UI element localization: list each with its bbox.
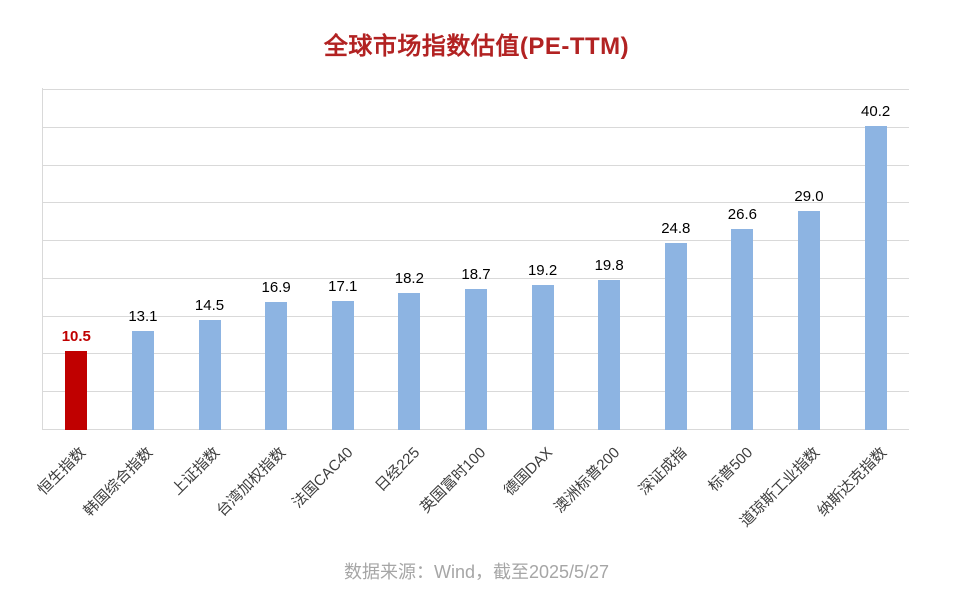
bar-value-label: 40.2 bbox=[861, 103, 891, 121]
x-axis-labels: 恒生指数 韩国综合指数 上证指数 台湾加权指数 法国CAC40 日经225 英国富时100 德… bbox=[35, 432, 909, 554]
x-axis-label: 法国CAC40 bbox=[288, 444, 357, 512]
bar-column: 13.1 bbox=[110, 308, 177, 430]
x-axis-label: 日经225 bbox=[372, 444, 423, 496]
bar bbox=[198, 320, 221, 430]
bar bbox=[464, 288, 487, 430]
bar-column: 26.6 bbox=[709, 206, 776, 430]
gridline bbox=[43, 240, 909, 242]
bar bbox=[864, 126, 887, 430]
bar bbox=[798, 210, 820, 430]
x-axis-label: 台湾加权指数 bbox=[213, 444, 290, 520]
bars-row: 10.5 13.1 14.5 16.9 17.1 18.2 18.7 19.2 19.8 24.8… bbox=[43, 88, 909, 430]
plot-area: 10.5 13.1 14.5 16.9 17.1 18.2 18.7 19.2 19.8 24.8… bbox=[42, 88, 909, 430]
bar bbox=[598, 280, 621, 430]
bar bbox=[664, 242, 687, 430]
bar bbox=[731, 229, 754, 430]
bar-column: 24.8 bbox=[642, 220, 709, 430]
bar-column: 29.0 bbox=[776, 188, 843, 430]
x-axis-label: 德国DAX bbox=[501, 444, 557, 500]
bar bbox=[398, 292, 421, 430]
x-axis-label: 深证成指 bbox=[635, 444, 690, 499]
gridline bbox=[43, 202, 909, 204]
bar-column: 17.1 bbox=[309, 278, 376, 430]
bar bbox=[531, 284, 554, 430]
x-axis-label: 恒生指数 bbox=[35, 444, 90, 499]
gridline bbox=[43, 89, 909, 90]
x-axis-label: 澳洲标普200 bbox=[550, 444, 624, 517]
bar-value-label: 17.1 bbox=[328, 277, 358, 295]
bar-value-label: 19.8 bbox=[594, 257, 624, 275]
x-axis-label: 标普500 bbox=[705, 444, 757, 496]
bar-value-label: 29.0 bbox=[794, 187, 824, 205]
bar bbox=[331, 300, 354, 430]
bar-column: 19.2 bbox=[509, 262, 576, 430]
bar-column: 16.9 bbox=[243, 279, 310, 430]
bar bbox=[131, 331, 154, 430]
bar-column: 18.2 bbox=[376, 269, 443, 430]
bar-column: 19.8 bbox=[576, 257, 643, 430]
gridline bbox=[43, 126, 909, 128]
x-axis-label: 上证指数 bbox=[168, 444, 223, 499]
bar-value-label: 18.7 bbox=[461, 265, 491, 283]
bar-value-label: 26.6 bbox=[727, 206, 757, 224]
bar-value-label: 24.8 bbox=[661, 219, 691, 237]
bar-value-label: 19.2 bbox=[527, 261, 558, 279]
bar-value-label: 14.5 bbox=[194, 297, 225, 315]
bar bbox=[265, 302, 288, 430]
x-axis-label: 英国富时100 bbox=[417, 444, 490, 517]
bar-column: 40.2 bbox=[842, 103, 909, 430]
bar-column: 14.5 bbox=[176, 297, 243, 430]
bar-value-label: 10.5 bbox=[61, 327, 91, 345]
gridline bbox=[43, 164, 909, 166]
x-axis-label: 纳斯达克指数 bbox=[814, 444, 890, 520]
x-axis-label: 韩国综合指数 bbox=[80, 444, 157, 520]
bar-column: 10.5 bbox=[43, 328, 110, 430]
bar-value-label: 16.9 bbox=[261, 279, 291, 297]
bar bbox=[65, 350, 88, 430]
data-source-note: 数据来源：Wind，截至2025/5/27 bbox=[343, 562, 610, 582]
bar-column: 18.7 bbox=[443, 266, 510, 430]
chart-title: 全球市场指数估值(PE-TTM) bbox=[323, 33, 630, 60]
bar-value-label: 13.1 bbox=[128, 308, 158, 326]
gridline bbox=[43, 277, 909, 279]
bar-value-label: 18.2 bbox=[394, 269, 424, 287]
